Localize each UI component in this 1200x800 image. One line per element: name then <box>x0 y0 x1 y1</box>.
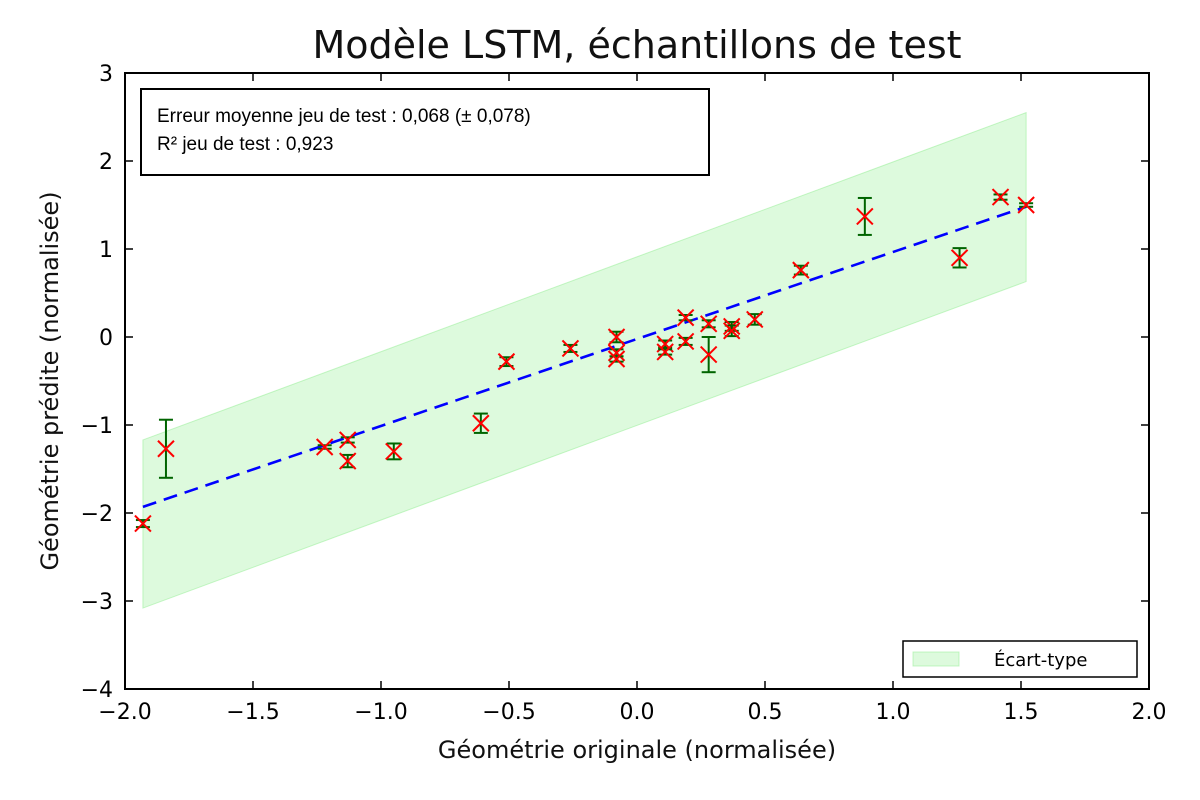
legend-frame <box>902 640 1138 678</box>
y-tick-label: −2 <box>81 502 113 527</box>
chart-title: Modèle LSTM, échantillons de test <box>312 23 961 67</box>
legend-label-ecart-type: Écart-type <box>994 649 1087 671</box>
x-marker <box>339 431 357 449</box>
y-tick-label: −3 <box>81 590 113 615</box>
x-tick-label: −0.5 <box>482 700 535 725</box>
data-point <box>315 438 334 456</box>
x-marker <box>607 350 626 368</box>
annotation-box: Erreur moyenne jeu de test : 0,068 (± 0,… <box>140 88 710 176</box>
x-marker <box>676 332 695 351</box>
x-marker <box>950 249 969 267</box>
data-point <box>746 310 764 329</box>
data-point <box>339 452 357 470</box>
data-point <box>1017 196 1035 214</box>
legend: Écart-type <box>902 640 1138 678</box>
x-marker <box>157 440 175 458</box>
y-tick-label: 3 <box>99 62 113 87</box>
data-point <box>339 431 357 449</box>
data-point <box>699 315 718 333</box>
y-tick-label: 2 <box>99 150 113 175</box>
annotation-r2: R² jeu de test : 0,923 <box>157 134 333 155</box>
data-point <box>385 442 403 461</box>
x-tick-label: 1.5 <box>1004 700 1039 725</box>
x-tick-label: 1.0 <box>876 700 911 725</box>
x-marker <box>723 322 741 340</box>
y-tick-label: −1 <box>81 414 113 439</box>
data-point <box>991 188 1010 206</box>
data-point <box>676 308 695 327</box>
data-point <box>792 261 810 279</box>
axis-ticks: −2.0 −1.5 −1.0 −0.5 0.0 0.5 1.0 1.5 2.0 −4 −3 −2 −1 0… <box>81 62 1167 725</box>
regression-line <box>142 205 1027 509</box>
x-marker <box>699 345 718 364</box>
x-marker <box>315 438 334 456</box>
y-tick-label: 1 <box>99 238 113 263</box>
data-point <box>157 418 175 479</box>
x-marker <box>339 452 357 470</box>
x-marker <box>746 310 764 329</box>
annotation-mean-error: Erreur moyenne jeu de test : 0,068 (± 0,… <box>157 106 531 127</box>
plot-frame <box>124 72 1150 690</box>
x-tick-label: −1.5 <box>226 700 279 725</box>
x-marker <box>385 442 403 461</box>
x-marker <box>792 261 810 279</box>
data-point <box>561 339 580 358</box>
x-tick-label: −1.0 <box>354 700 407 725</box>
x-tick-label: 2.0 <box>1132 700 1167 725</box>
x-tick-label: 0.5 <box>748 700 783 725</box>
x-marker <box>1017 196 1035 214</box>
data-point <box>676 332 695 351</box>
data-point <box>656 343 674 361</box>
x-marker <box>699 315 718 333</box>
legend-swatch-band <box>912 651 960 667</box>
y-axis-label: Géométrie prédite (normalisée) <box>36 191 64 570</box>
y-tick-label: 0 <box>99 326 113 351</box>
data-point <box>607 350 626 368</box>
y-tick-label: −4 <box>81 678 113 703</box>
x-axis-label: Géométrie originale (normalisée) <box>438 736 836 764</box>
x-marker <box>991 188 1010 206</box>
plot-area <box>134 111 1035 609</box>
data-point <box>607 328 626 346</box>
x-marker <box>607 328 626 346</box>
x-marker <box>472 414 490 432</box>
x-marker <box>497 352 516 371</box>
data-point <box>856 196 874 236</box>
std-band <box>142 111 1027 609</box>
data-point <box>950 247 969 269</box>
x-marker <box>676 308 695 327</box>
x-marker <box>134 514 152 533</box>
data-point <box>497 352 516 371</box>
x-tick-label: −2.0 <box>98 700 151 725</box>
data-point <box>723 322 741 340</box>
x-marker <box>561 339 580 358</box>
data-point <box>472 412 490 434</box>
x-marker <box>856 207 874 226</box>
annotation-frame <box>140 88 710 176</box>
x-marker <box>656 343 674 361</box>
x-marker <box>607 344 626 362</box>
data-point <box>134 514 152 533</box>
data-point <box>699 336 718 374</box>
x-tick-label: 0.0 <box>620 700 655 725</box>
